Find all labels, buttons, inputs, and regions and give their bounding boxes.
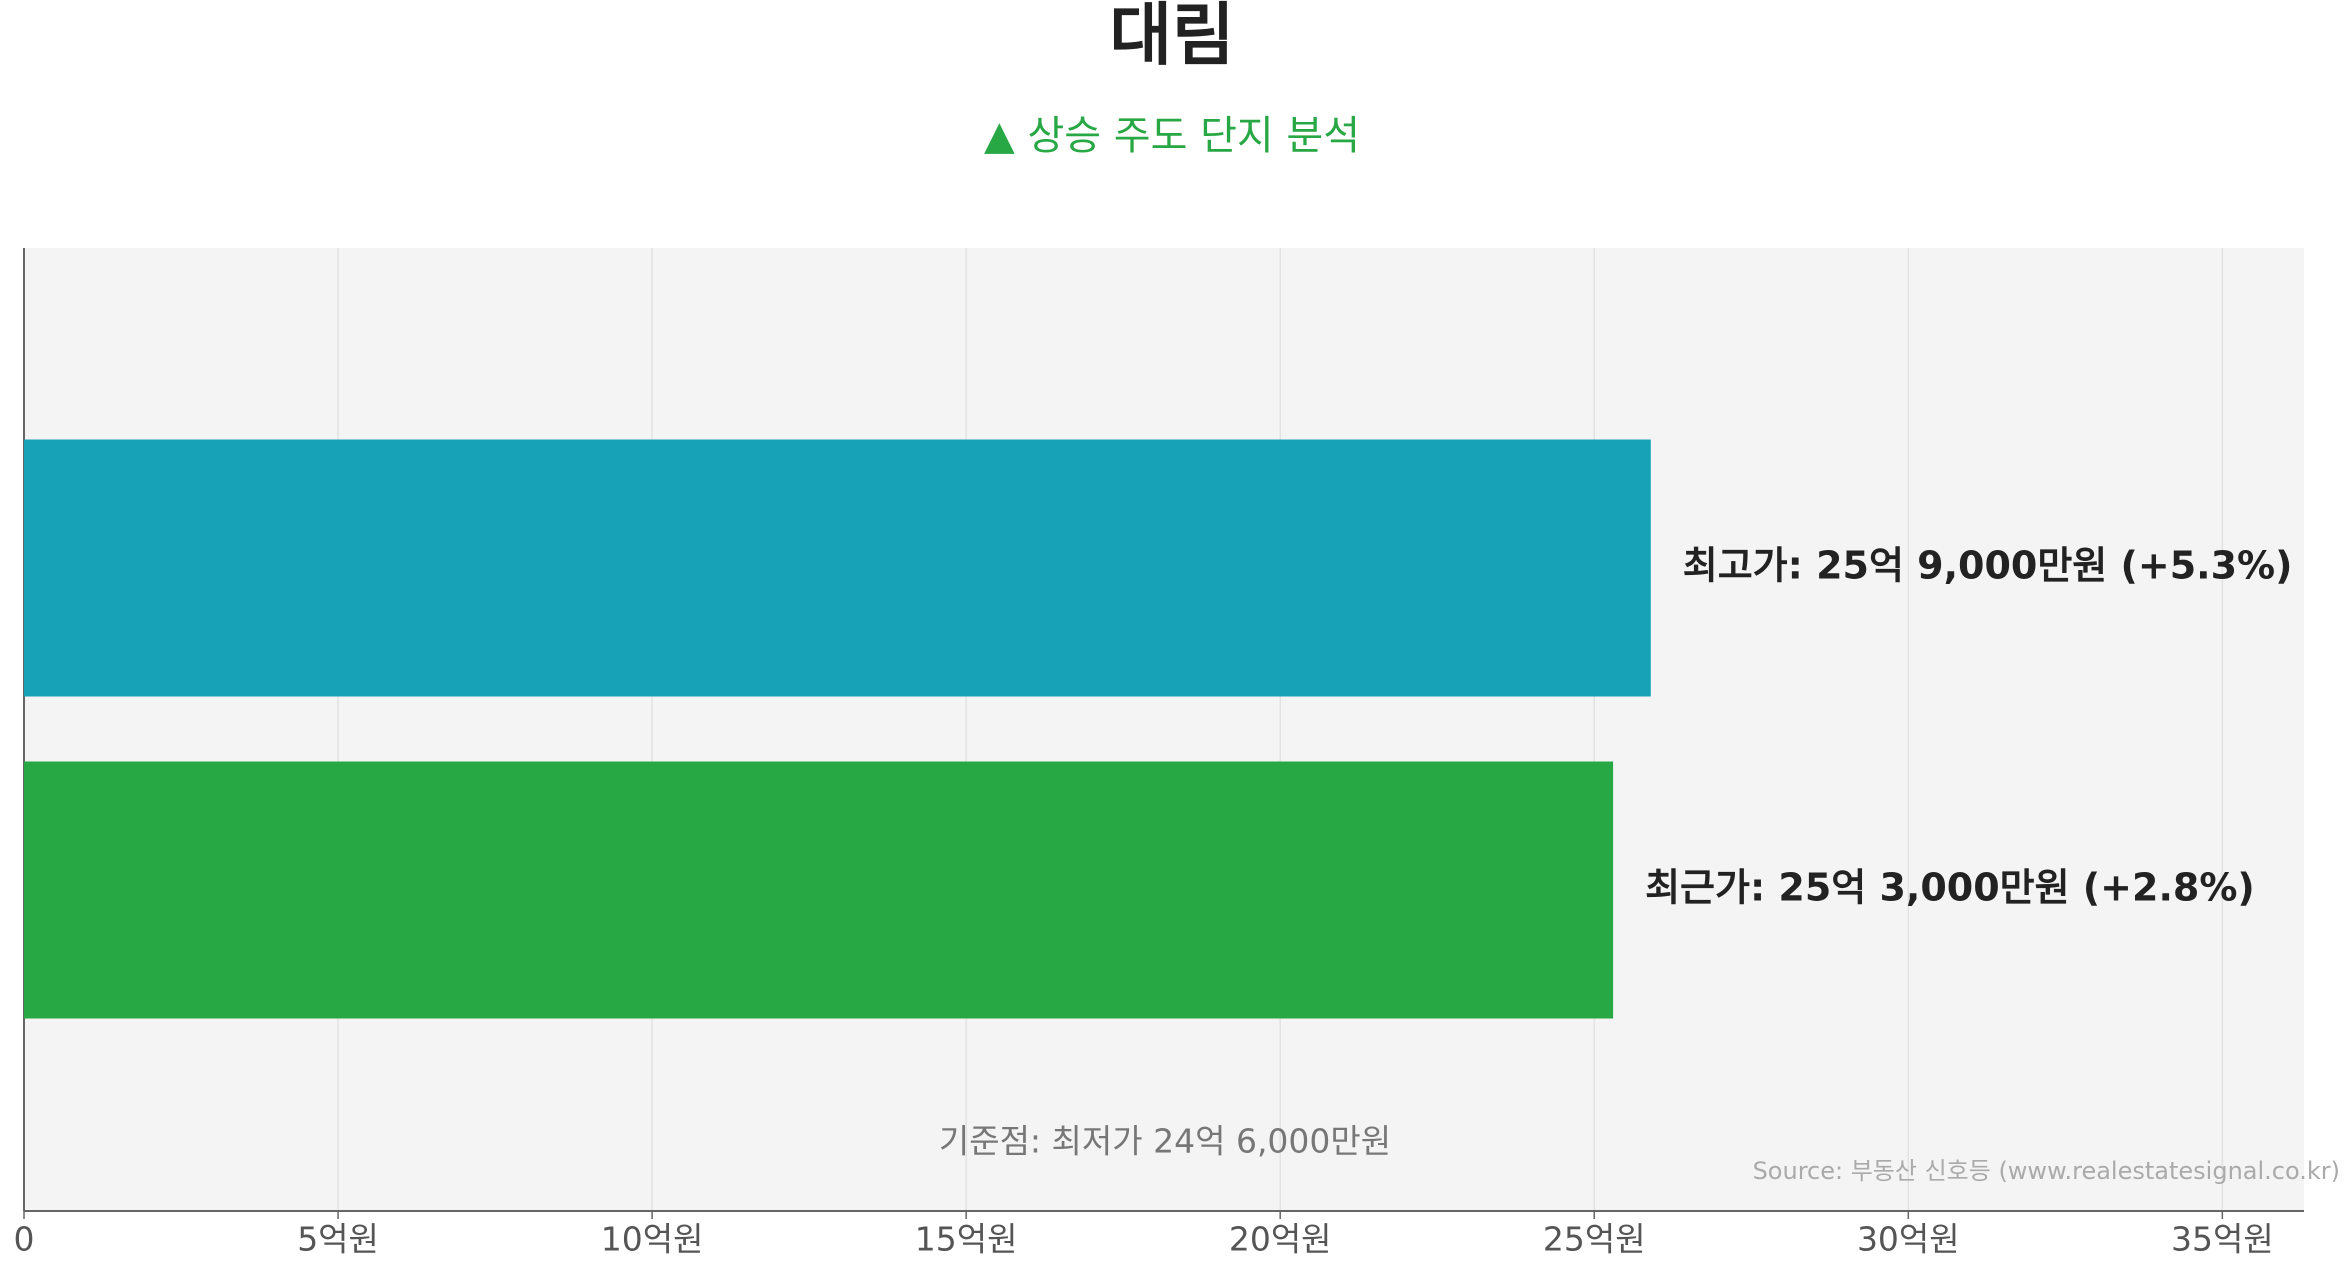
x-tick-label: 20억원 [1229, 1220, 1332, 1259]
annotation: 기준점: 최저가 24억 6,000만원 [939, 1122, 1391, 1161]
x-tick-label: 15억원 [915, 1220, 1018, 1259]
x-tick-label: 10억원 [601, 1220, 704, 1259]
x-tick-label: 25억원 [1543, 1220, 1646, 1259]
x-tick-label: 35억원 [2171, 1220, 2274, 1259]
bar [24, 439, 1651, 697]
x-tick-label: 0 [14, 1220, 35, 1259]
value-label: 최근가: 25억 3,000만원 (+2.8%) [1645, 866, 2255, 910]
x-tick-label: 30억원 [1857, 1220, 1960, 1259]
value-label: 최고가: 25억 9,000만원 (+5.3%) [1683, 544, 2293, 588]
bar [24, 761, 1614, 1019]
source: Source: 부동산 신호등 (www.realestatesignal.co… [1753, 1157, 2340, 1185]
x-tick-label: 5억원 [297, 1220, 379, 1259]
plot-background [24, 248, 2304, 1211]
chart-subtitle: ▲ 상승 주도 단지 분석 [984, 113, 1360, 159]
chart-title: 대림 [1109, 0, 1234, 76]
